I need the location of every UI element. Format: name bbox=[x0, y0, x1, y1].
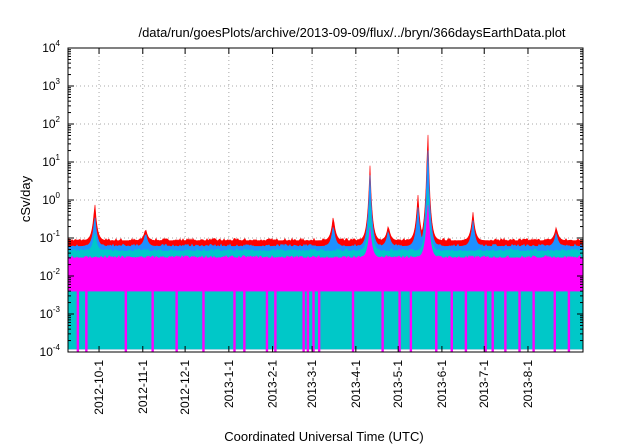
data-gap bbox=[504, 291, 507, 352]
y-tick-label: 104 bbox=[42, 39, 60, 55]
y-tick-label: 100 bbox=[42, 191, 60, 207]
x-tick-label: 2012-12-1 bbox=[178, 360, 192, 415]
y-tick-label: 103 bbox=[42, 77, 60, 93]
data-gap bbox=[243, 291, 246, 352]
y-axis: 10-4 10-3 10-2 10-1 100 101 102 103 104 bbox=[40, 39, 583, 359]
data-gap bbox=[151, 291, 154, 352]
data-gap bbox=[265, 291, 269, 352]
x-tick-label: 2013-7-1 bbox=[477, 360, 491, 408]
data-gaps bbox=[76, 291, 571, 352]
y-tick-label: 101 bbox=[42, 153, 60, 169]
data-gap bbox=[274, 291, 277, 352]
y-tick-label: 10-1 bbox=[40, 229, 61, 245]
data-gap bbox=[233, 291, 236, 352]
data-gap bbox=[409, 291, 413, 352]
data-gap bbox=[351, 291, 355, 352]
x-axis: 2012-10-1 2012-11-1 2012-12-1 2013-1-1 2013-… bbox=[92, 48, 535, 415]
data-gap bbox=[553, 291, 556, 352]
data-gap bbox=[464, 291, 468, 352]
x-tick-label: 2013-6-1 bbox=[435, 360, 449, 408]
x-tick-label: 2012-10-1 bbox=[92, 360, 106, 415]
data-gap bbox=[491, 291, 494, 352]
y-tick-label: 10-2 bbox=[40, 267, 61, 283]
data-gap bbox=[435, 291, 438, 352]
x-tick-label: 2013-5-1 bbox=[391, 360, 405, 408]
y-tick-label: 10-4 bbox=[40, 343, 61, 359]
data-gap bbox=[124, 291, 128, 352]
grid bbox=[68, 48, 583, 352]
series-4-area bbox=[67, 204, 584, 292]
data-gap bbox=[85, 291, 88, 352]
y-tick-label: 10-3 bbox=[40, 305, 61, 321]
y-tick-label: 102 bbox=[42, 115, 60, 131]
x-tick-label: 2013-1-1 bbox=[222, 360, 236, 408]
x-tick-label: 2012-11-1 bbox=[136, 360, 150, 414]
data-gap bbox=[484, 291, 487, 352]
x-tick-label: 2013-4-1 bbox=[349, 360, 363, 408]
data-gap bbox=[306, 291, 310, 352]
data-gap bbox=[532, 291, 535, 352]
data-gap bbox=[381, 291, 384, 352]
data-gap bbox=[567, 291, 571, 352]
y-axis-label: cSv/day bbox=[18, 175, 33, 222]
data-gap bbox=[175, 291, 178, 352]
data-gap bbox=[518, 291, 521, 352]
data-gap bbox=[76, 291, 80, 352]
chart-title: /data/run/goesPlots/archive/2013-09-09/f… bbox=[138, 25, 565, 40]
x-tick-label: 2013-8-1 bbox=[521, 360, 535, 408]
data-gap bbox=[317, 291, 321, 352]
data-gap bbox=[302, 291, 305, 352]
data-gap bbox=[202, 291, 205, 352]
data-gap bbox=[398, 291, 401, 352]
x-tick-label: 2013-3-1 bbox=[305, 360, 319, 408]
data-gap bbox=[450, 291, 453, 352]
series-layer bbox=[67, 134, 584, 350]
x-axis-label: Coordinated Universal Time (UTC) bbox=[224, 429, 423, 444]
data-gap bbox=[312, 291, 315, 352]
x-tick-label: 2013-2-1 bbox=[266, 360, 280, 408]
